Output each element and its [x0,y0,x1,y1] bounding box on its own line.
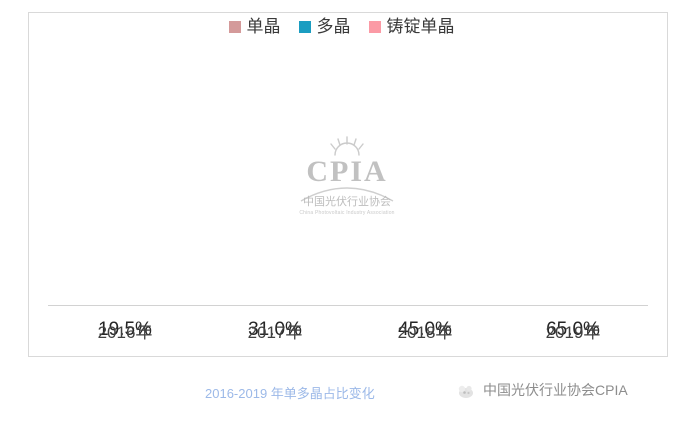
bar-label-mono-2017: 31.0% [248,319,302,340]
legend-label-cast-mono: 铸锭单晶 [386,17,455,36]
cpia-logo-icon [458,385,473,398]
x-axis-label-2019: 2019年 [545,323,601,342]
legend-swatch-mono-icon [228,20,241,33]
bar-label-mono-2019: 65.0% [546,319,600,340]
publisher-block: 中国光伏行业协会CPIA [455,380,628,400]
legend-label-poly: 多晶 [316,17,351,36]
axis-baseline [48,305,648,306]
legend-item-cast-mono[interactable]: 铸锭单晶 [368,17,455,36]
legend-item-mono[interactable]: 单晶 [228,17,281,36]
bar-group-2019: 65.0% [533,64,613,340]
legend-label-mono: 单晶 [246,17,281,36]
legend-swatch-cast-mono-icon [368,20,381,33]
bar-group-2017: 31.0% [235,64,315,340]
chart-legend: 单晶 多晶 铸锭单晶 [0,18,683,35]
plot-area: 19.5% 2016年 31.0% 2017年 45.0% 2018年 [28,12,668,357]
bar-group-2018: 45.0% [385,64,465,340]
footer: 2016-2019 年单多晶占比变化 中国光伏行业协会CPIA [0,380,683,414]
x-axis-label-2018: 2018年 [397,323,453,342]
bar-label-mono-2018: 45.0% [398,319,452,340]
legend-swatch-poly-icon [298,20,311,33]
x-axis-label-2016: 2016年 [97,323,153,342]
publisher-label: 中国光伏行业协会CPIA [483,382,628,398]
chart-caption: 2016-2019 年单多晶占比变化 [205,386,375,401]
x-axis-label-2017: 2017年 [247,323,303,342]
bar-label-mono-2016: 19.5% [98,319,152,340]
bar-group-2016: 19.5% [85,64,165,340]
legend-item-poly[interactable]: 多晶 [298,17,351,36]
